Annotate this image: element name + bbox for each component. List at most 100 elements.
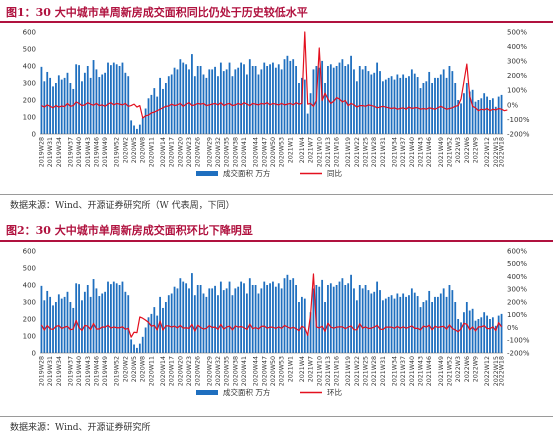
chart1-bar [318,67,321,134]
chart1-x-tick-label: 2020W2 [122,137,129,163]
chart1-bar [408,76,410,134]
figure-2-title: 图2：30 大中城市单周新房成交面积环比下降明显 [6,224,253,237]
chart2-bar [57,294,60,353]
chart2-bar [312,288,315,353]
chart2-bar [332,286,335,353]
chart2-left-tick-label: 600 [23,247,36,255]
chart1-x-tick-label: 2021W52 [446,137,453,167]
chart1-x-tick-label: 2020W44 [253,137,260,167]
chart1-x-tick-label: 2021W25 [363,137,370,167]
chart2-bar [335,285,338,353]
chart2-x-tick-label: 2020W26 [195,356,202,386]
chart2-bar [306,332,309,353]
chart2-bar [463,312,465,353]
chart2-bar [92,279,95,353]
chart1-line-series [41,31,508,119]
chart2-x-tick-label: 2022W6 [464,356,471,382]
chart1-bar [448,66,451,134]
chart1-x-tick-label: 2020W26 [195,137,202,167]
figure-2-title-rule [0,240,553,242]
chart2-bar [147,317,150,353]
chart1-bar [254,66,257,134]
chart1-bar [78,65,80,134]
chart1-bar [185,64,188,134]
chart2-left-tick-label: 400 [23,281,36,289]
chart2-bar [257,293,260,353]
chart1-bar [373,72,376,134]
chart1-bar [179,59,182,135]
chart2-bar [208,288,211,353]
chart2-x-tick-label: 2021W49 [438,356,445,386]
chart2-bar [300,296,303,353]
chart2-bar [376,281,379,353]
chart2-bar [170,293,173,353]
chart1-left-tick-label: 0 [32,130,36,138]
chart1-x-tick-label: 2020W41 [241,137,248,167]
chart1-bar [72,88,75,134]
chart2-legend-bar-label: 成交面积 万方 [223,387,271,397]
chart2-bar [396,293,399,353]
chart2-bar [474,320,477,353]
chart2-bar [329,283,332,353]
chart2-bar [309,312,312,353]
chart2-x-tick-label: 2020W2 [122,356,129,382]
chart1-bar [86,66,89,134]
chart1-x-tick-label: 2020W35 [224,137,231,167]
chart2-x-tick-label: 2021W34 [391,356,398,386]
chart2-x-tick-label: 2019W28 [38,356,45,386]
figure-1-source-rule [0,194,553,195]
chart1-x-tick-label: 2021W49 [438,137,445,167]
chart1-bar [81,81,83,134]
chart2-x-tick-label: 2021W19 [345,356,352,386]
chart1-bar [436,77,439,134]
chart2-bar [277,283,280,353]
chart1-bar [379,71,381,134]
chart2-bar [364,285,367,353]
chart2-bar [361,288,364,353]
chart2-x-tick-label: 2020W41 [241,356,248,386]
chart2-x-tick-label: 2019W31 [47,356,54,386]
chart2-bar [355,300,358,353]
chart2-bar [182,281,185,353]
chart2-bar [228,281,231,353]
chart2-bar [246,293,248,353]
chart2-bar [138,343,141,353]
chart1-bar [329,64,332,134]
chart1-bar [153,88,156,134]
chart1-bar [110,65,112,134]
chart2-x-tick-label: 2019W37 [67,356,74,386]
chart1-x-tick-label: 2022W15 [493,137,500,167]
chart1-x-tick-label: 2020W20 [177,137,184,167]
chart2-bar [494,325,497,353]
chart2-bar [136,347,138,353]
chart1-bar [289,60,292,134]
chart2-right-tick-label: 600% [507,247,527,255]
chart1-bar [439,74,442,134]
chart1-legend-bar-label: 成交面积 万方 [223,168,271,178]
chart2-bar [110,284,112,353]
chart1-x-tick-label: 2020W17 [169,137,176,167]
chart2-bar [428,290,431,353]
chart2-x-tick-label: 2020W17 [169,356,176,386]
chart1-bar [367,71,370,134]
chart1-bar [274,67,277,134]
chart1-bar [486,96,488,134]
chart2-x-tick-label: 2020W35 [224,356,231,386]
chart2-bar [341,278,344,353]
chart2-bar [55,302,57,353]
chart2-bar [107,281,109,353]
chart1-right-tick-label: 0% [507,101,518,109]
chart1-bar [500,94,503,134]
chart2-bar [205,296,208,353]
chart2-bar [176,288,179,353]
chart2-bar [471,308,474,353]
chart1-x-tick-label: 2021W34 [391,137,398,167]
chart2-bar [483,312,486,353]
chart1-bar [202,74,205,134]
figure-2: 图2：30 大中城市单周新房成交面积环比下降明显 0 100 200 300 400 50… [0,218,553,437]
chart2-x-tick-label: 2021W13 [325,356,332,386]
chart1-bar [353,69,355,134]
chart1-bar [280,69,283,134]
chart1-bar [295,66,297,134]
chart1-bar [133,125,135,134]
